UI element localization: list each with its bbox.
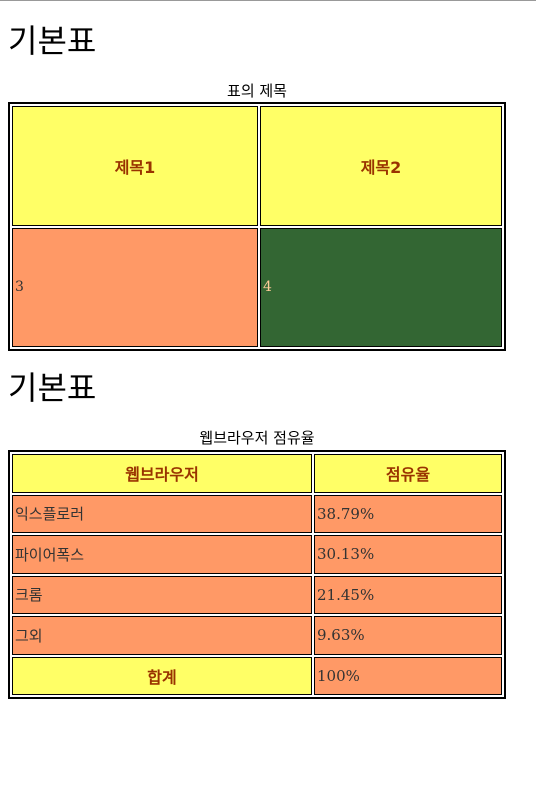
browser-name: 크롬 xyxy=(12,575,312,614)
table-1-caption: 표의 제목 xyxy=(227,82,287,100)
header-share: 점유율 xyxy=(314,454,502,493)
browser-share: 30.13% xyxy=(314,535,502,574)
table-row: 3 4 xyxy=(12,227,502,347)
table-row: 그외 9.63% xyxy=(12,616,502,655)
browser-share: 9.63% xyxy=(314,616,502,655)
table-header-row: 제목1 제목2 xyxy=(12,106,502,226)
table-row: 익스플로러 38.79% xyxy=(12,494,502,533)
page-heading-1: 기본표 xyxy=(8,22,97,60)
total-label: 합계 xyxy=(12,656,312,695)
header-cell-1: 제목1 xyxy=(12,106,258,226)
browser-share: 21.45% xyxy=(314,575,502,614)
browser-name: 그외 xyxy=(12,616,312,655)
page-heading-2: 기본표 xyxy=(8,369,97,407)
header-browser: 웹브라우저 xyxy=(12,454,312,493)
browser-name: 익스플로러 xyxy=(12,494,312,533)
table-header-row: 웹브라우저 점유율 xyxy=(12,454,502,493)
table-row: 파이어폭스 30.13% xyxy=(12,535,502,574)
data-cell-3: 3 xyxy=(12,227,258,347)
basic-table: 제목1 제목2 3 4 xyxy=(8,102,506,351)
total-value: 100% xyxy=(314,656,502,695)
table-total-row: 합계 100% xyxy=(12,656,502,695)
browser-name: 파이어폭스 xyxy=(12,535,312,574)
table-2-caption: 웹브라우저 점유율 xyxy=(199,429,315,447)
data-cell-4: 4 xyxy=(260,227,502,347)
header-cell-2: 제목2 xyxy=(260,106,502,226)
browser-share: 38.79% xyxy=(314,494,502,533)
browser-share-table: 웹브라우저 점유율 익스플로러 38.79% 파이어폭스 30.13% 크롬 2… xyxy=(8,450,506,699)
table-row: 크롬 21.45% xyxy=(12,575,502,614)
